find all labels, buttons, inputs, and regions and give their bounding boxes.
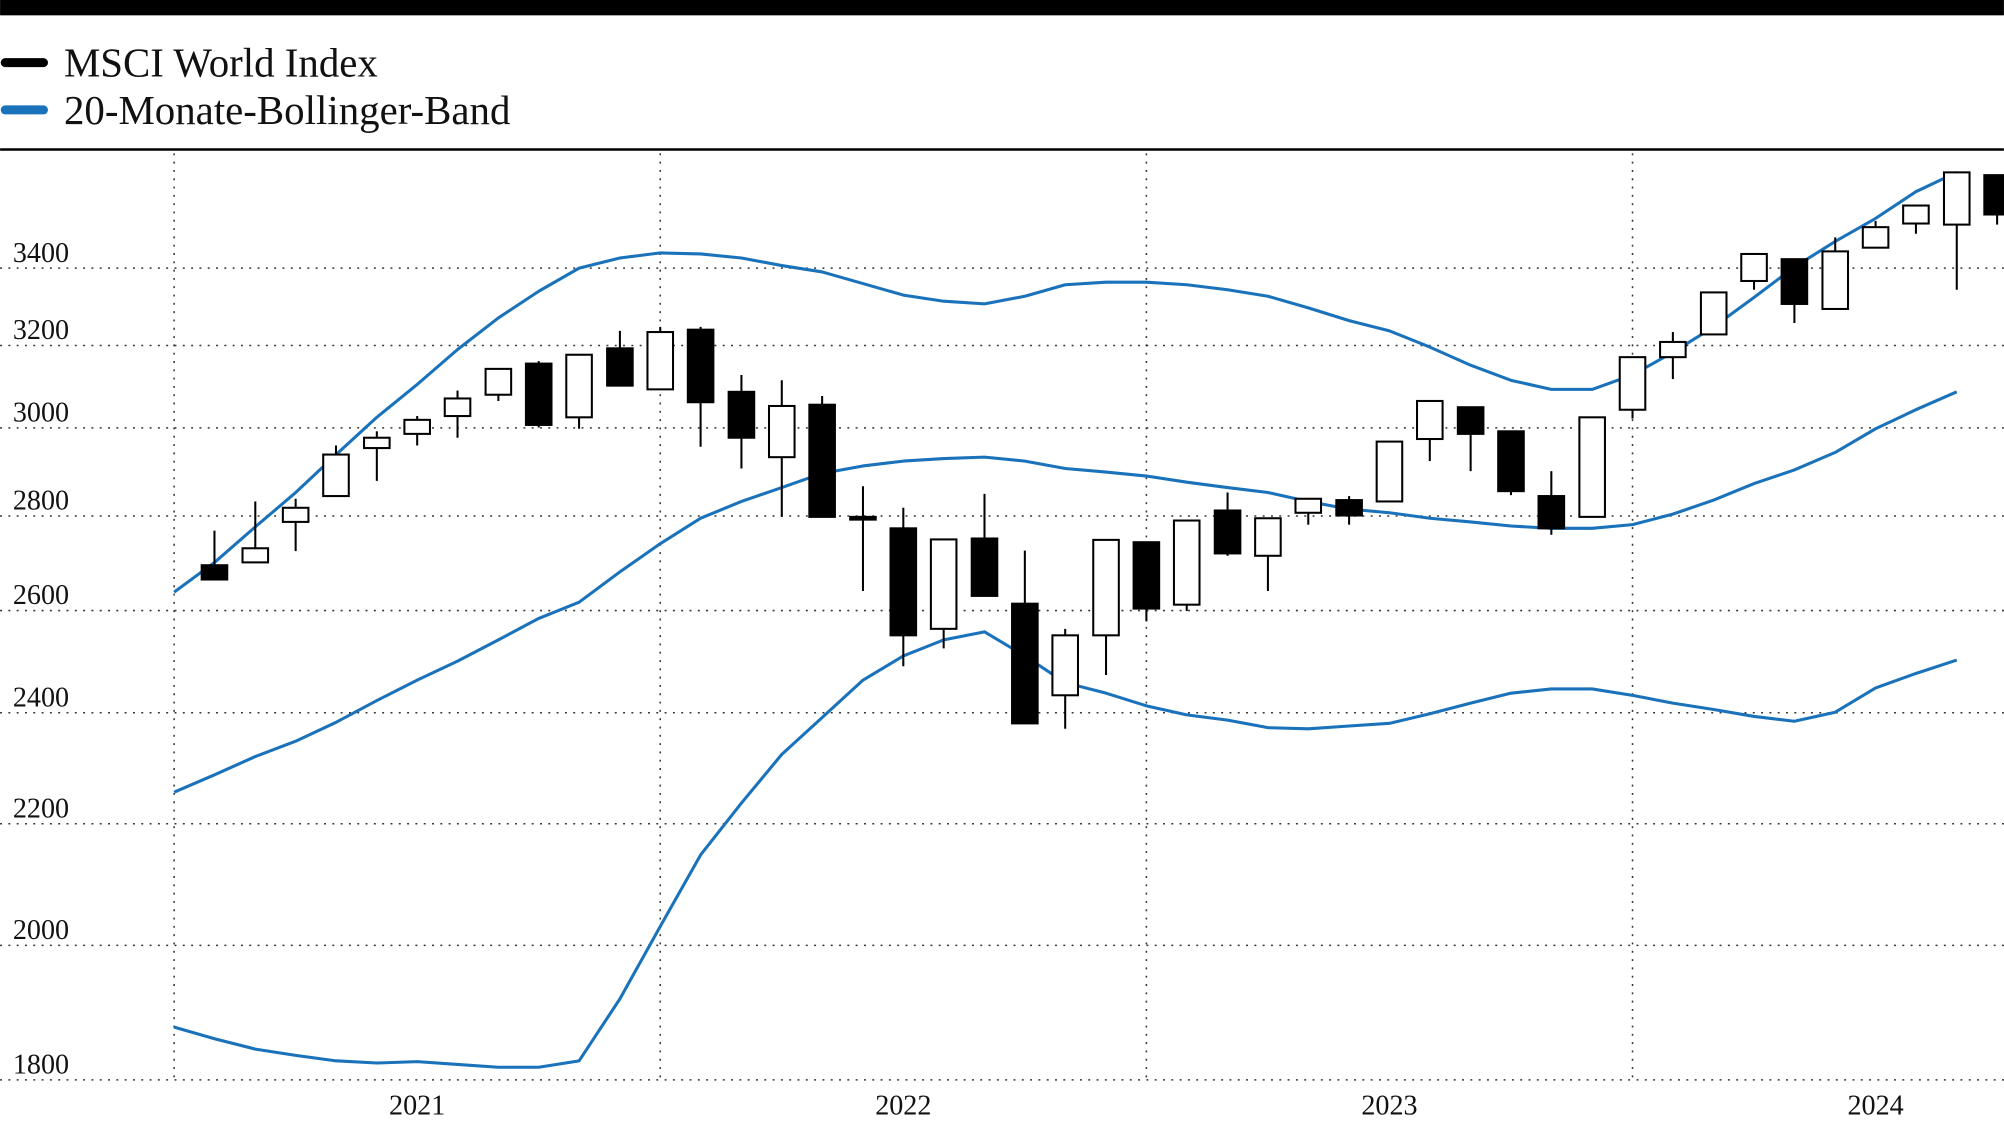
x-tick-label: 2022 <box>875 1090 931 1121</box>
candle-body <box>1983 174 2004 216</box>
candle-body <box>1780 258 1809 305</box>
candle-body <box>1537 495 1566 530</box>
candle-body <box>808 403 836 518</box>
y-tick-label: 2600 <box>13 580 69 611</box>
axis-labels: 1800 2000 2200 2400 2600 2800 3000 3200 3400 2021… <box>13 238 1904 1122</box>
candle-body <box>767 404 796 459</box>
candle-body <box>1254 517 1282 557</box>
candle-body <box>1659 340 1687 359</box>
candle-body <box>1861 226 1890 249</box>
candle-body <box>849 515 877 521</box>
y-tick-label: 3200 <box>13 315 69 346</box>
candle-body <box>363 436 391 450</box>
candle-body <box>1578 416 1606 518</box>
candle-body <box>929 538 958 630</box>
candle-body <box>1821 250 1850 310</box>
candle-body <box>281 506 310 523</box>
band-line <box>173 390 1958 794</box>
y-tick-label: 2800 <box>13 486 69 517</box>
top-bar <box>0 0 2004 16</box>
candle-body <box>1294 497 1323 514</box>
candle-body <box>200 564 229 581</box>
grid <box>0 153 2004 1081</box>
candle-body <box>1092 538 1120 637</box>
y-tick-label: 1800 <box>13 1049 69 1080</box>
y-tick-label: 2200 <box>13 793 69 824</box>
candle-body <box>1051 634 1079 697</box>
candle-body <box>524 362 553 426</box>
band-line <box>173 171 1958 594</box>
x-tick-label: 2023 <box>1361 1090 1417 1121</box>
candles <box>200 171 2004 729</box>
legend-label: 20-Monate-Bollinger-Band <box>64 88 510 133</box>
y-tick-label: 2400 <box>13 682 69 713</box>
candle-body <box>1740 252 1768 283</box>
candle-body <box>1011 602 1039 725</box>
candle-body <box>1497 430 1525 493</box>
candle-body <box>1335 499 1363 517</box>
candle-body <box>443 397 472 418</box>
candle-body <box>565 353 593 419</box>
candle-body <box>1699 291 1728 336</box>
candle-body <box>1942 171 1971 226</box>
candle-body <box>889 527 918 637</box>
candle-body <box>1172 519 1201 606</box>
candle-body <box>484 367 513 396</box>
y-tick-label: 3000 <box>13 398 69 429</box>
y-tick-label: 3400 <box>13 238 69 269</box>
candle-body <box>241 547 270 564</box>
candle-body <box>1456 406 1485 435</box>
candle-body <box>1375 440 1404 503</box>
candle-body <box>1213 509 1242 555</box>
candle-body <box>322 453 350 498</box>
candle-body <box>686 328 715 404</box>
candle-body <box>403 418 431 435</box>
candle-body <box>1415 399 1444 441</box>
candle-body <box>606 347 634 387</box>
candle-body <box>970 537 999 597</box>
candle-body <box>646 331 675 391</box>
candle-body <box>1902 204 1930 225</box>
legend-label: MSCI World Index <box>64 41 378 86</box>
x-tick-label: 2024 <box>1847 1090 1903 1121</box>
candle-body <box>727 390 756 439</box>
candle-body <box>1132 541 1161 610</box>
y-tick-label: 2000 <box>13 915 69 946</box>
candle-body <box>1618 356 1647 411</box>
bollinger-bands <box>173 171 1958 1069</box>
x-tick-label: 2021 <box>389 1090 445 1121</box>
